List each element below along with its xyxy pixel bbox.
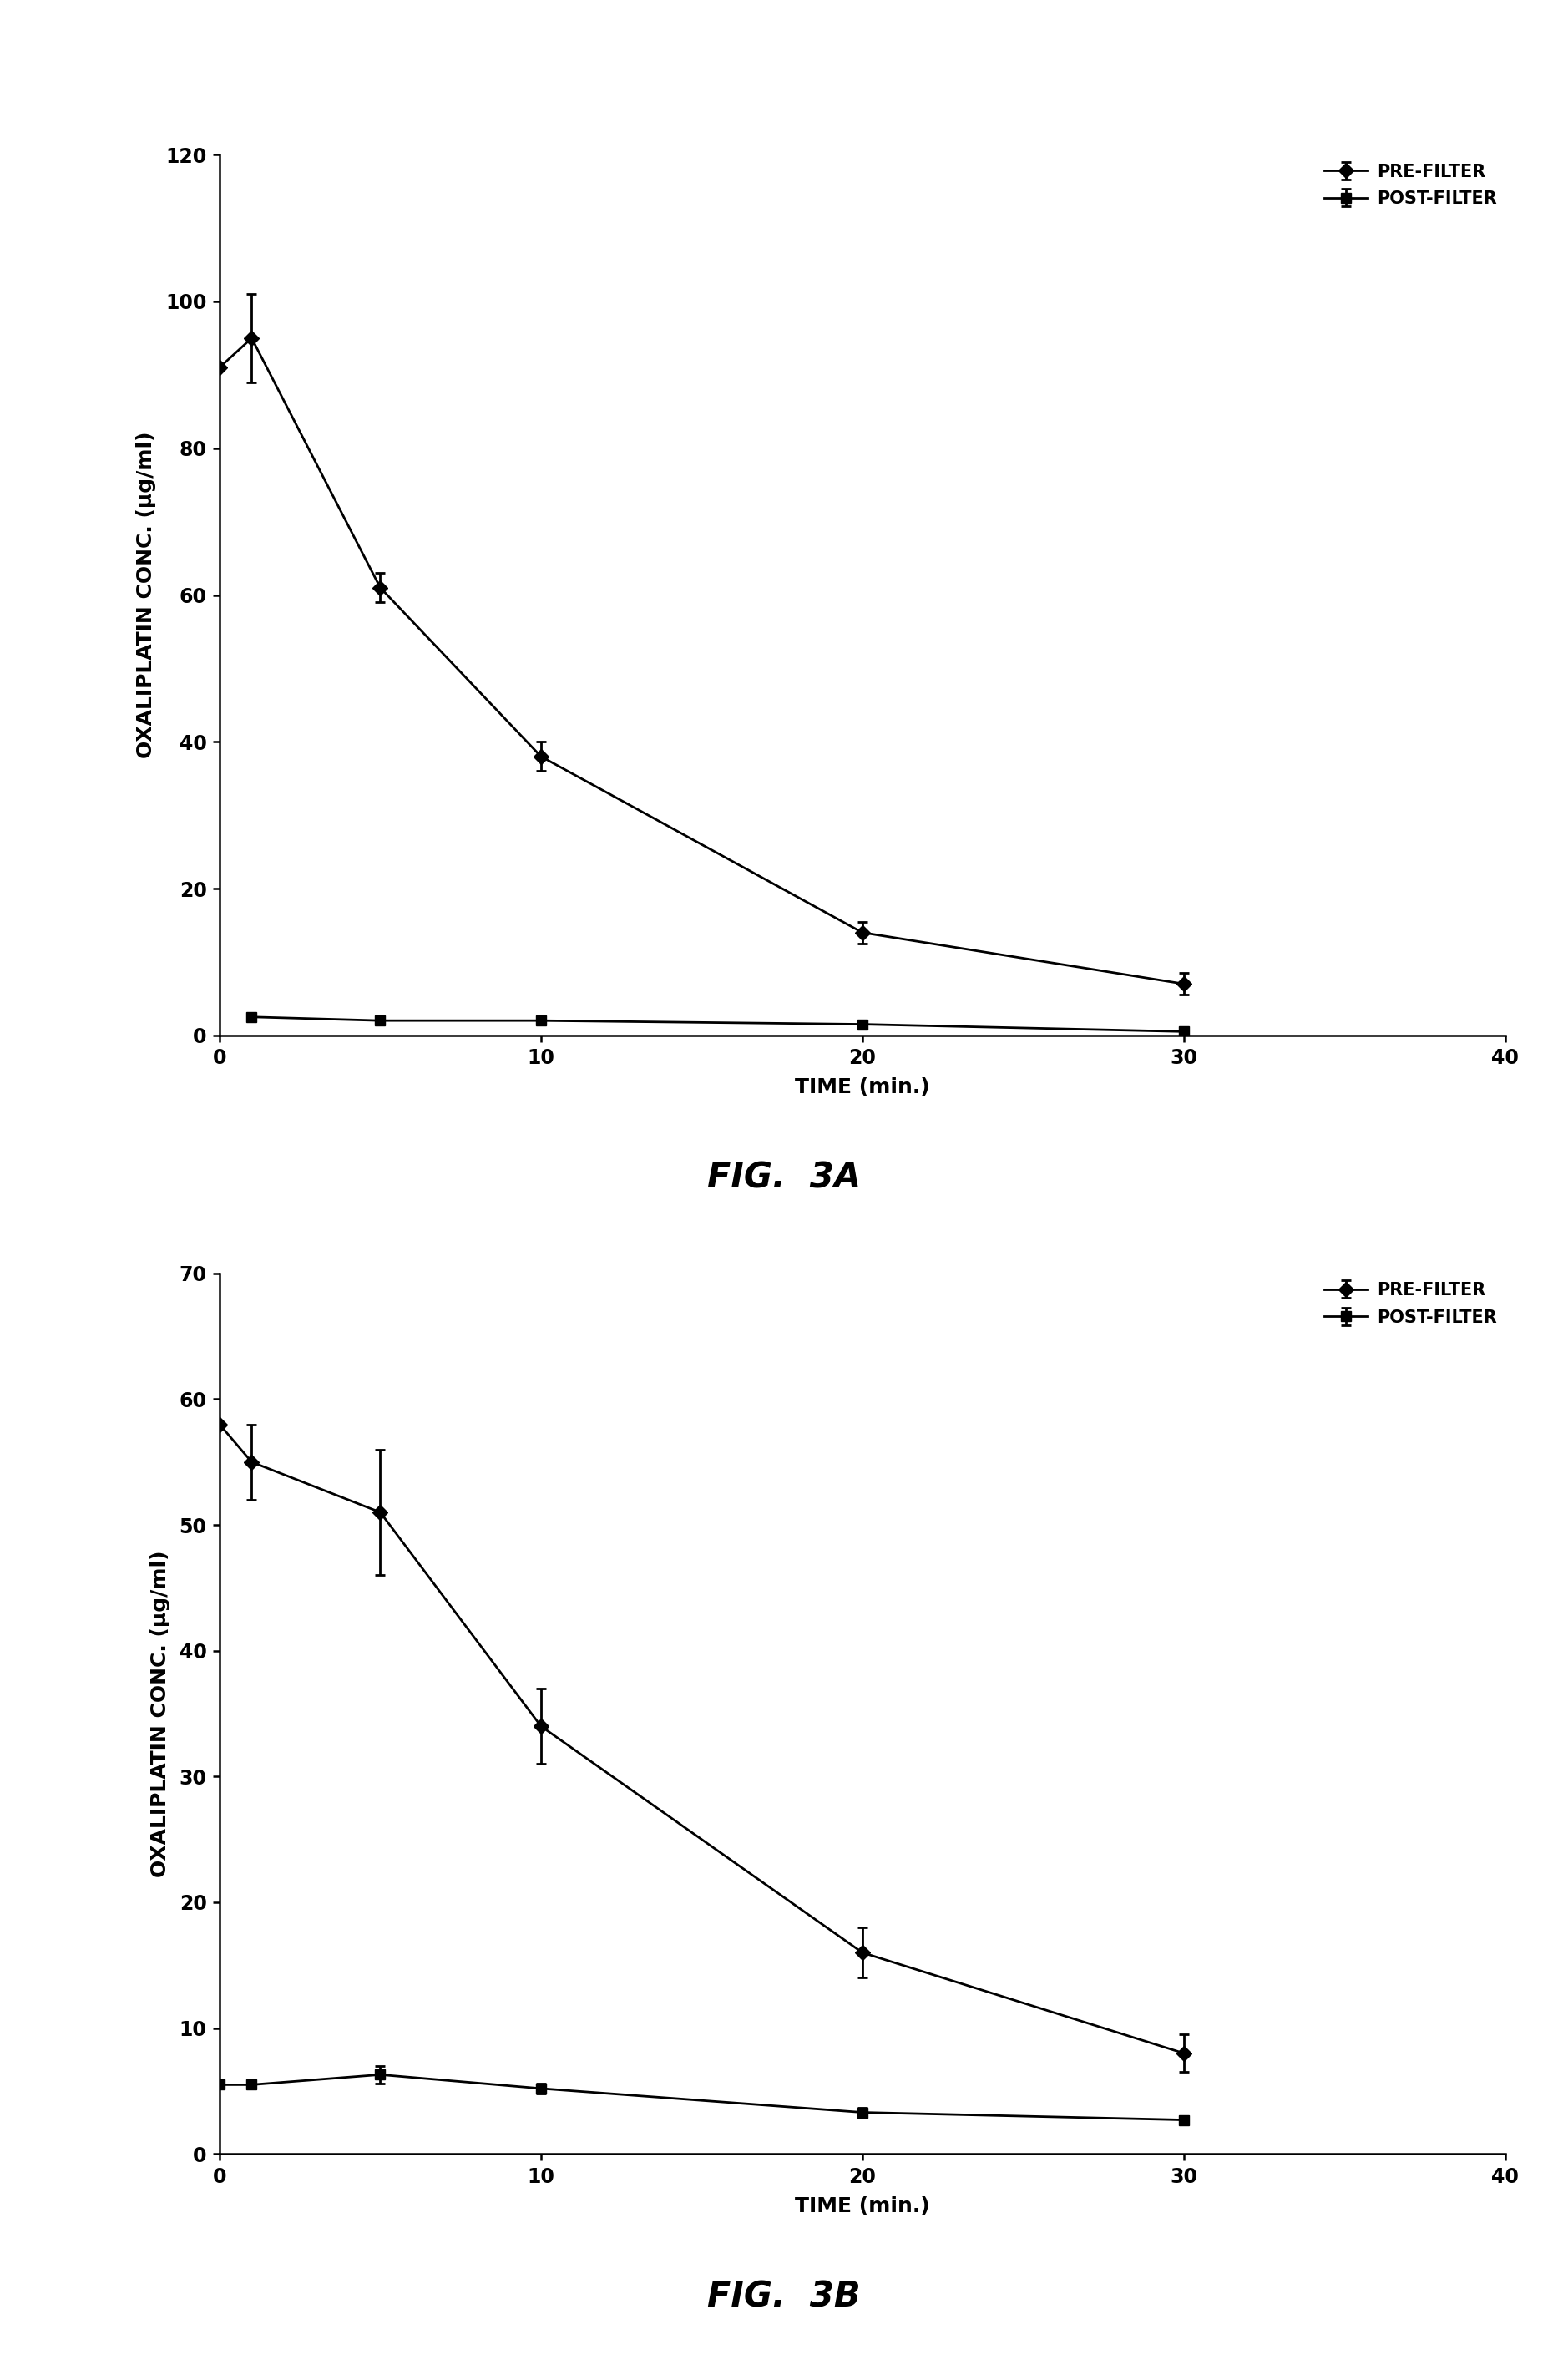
Text: FIG.  3A: FIG. 3A [707,1161,861,1195]
Legend: PRE-FILTER, POST-FILTER: PRE-FILTER, POST-FILTER [1325,164,1496,207]
Legend: PRE-FILTER, POST-FILTER: PRE-FILTER, POST-FILTER [1325,1283,1496,1326]
Text: FIG.  3B: FIG. 3B [707,2280,861,2313]
X-axis label: TIME (min.): TIME (min.) [795,1078,930,1097]
Y-axis label: OXALIPLATIN CONC. (μg/ml): OXALIPLATIN CONC. (μg/ml) [136,431,157,759]
X-axis label: TIME (min.): TIME (min.) [795,2197,930,2216]
Y-axis label: OXALIPLATIN CONC. (μg/ml): OXALIPLATIN CONC. (μg/ml) [151,1549,169,1878]
